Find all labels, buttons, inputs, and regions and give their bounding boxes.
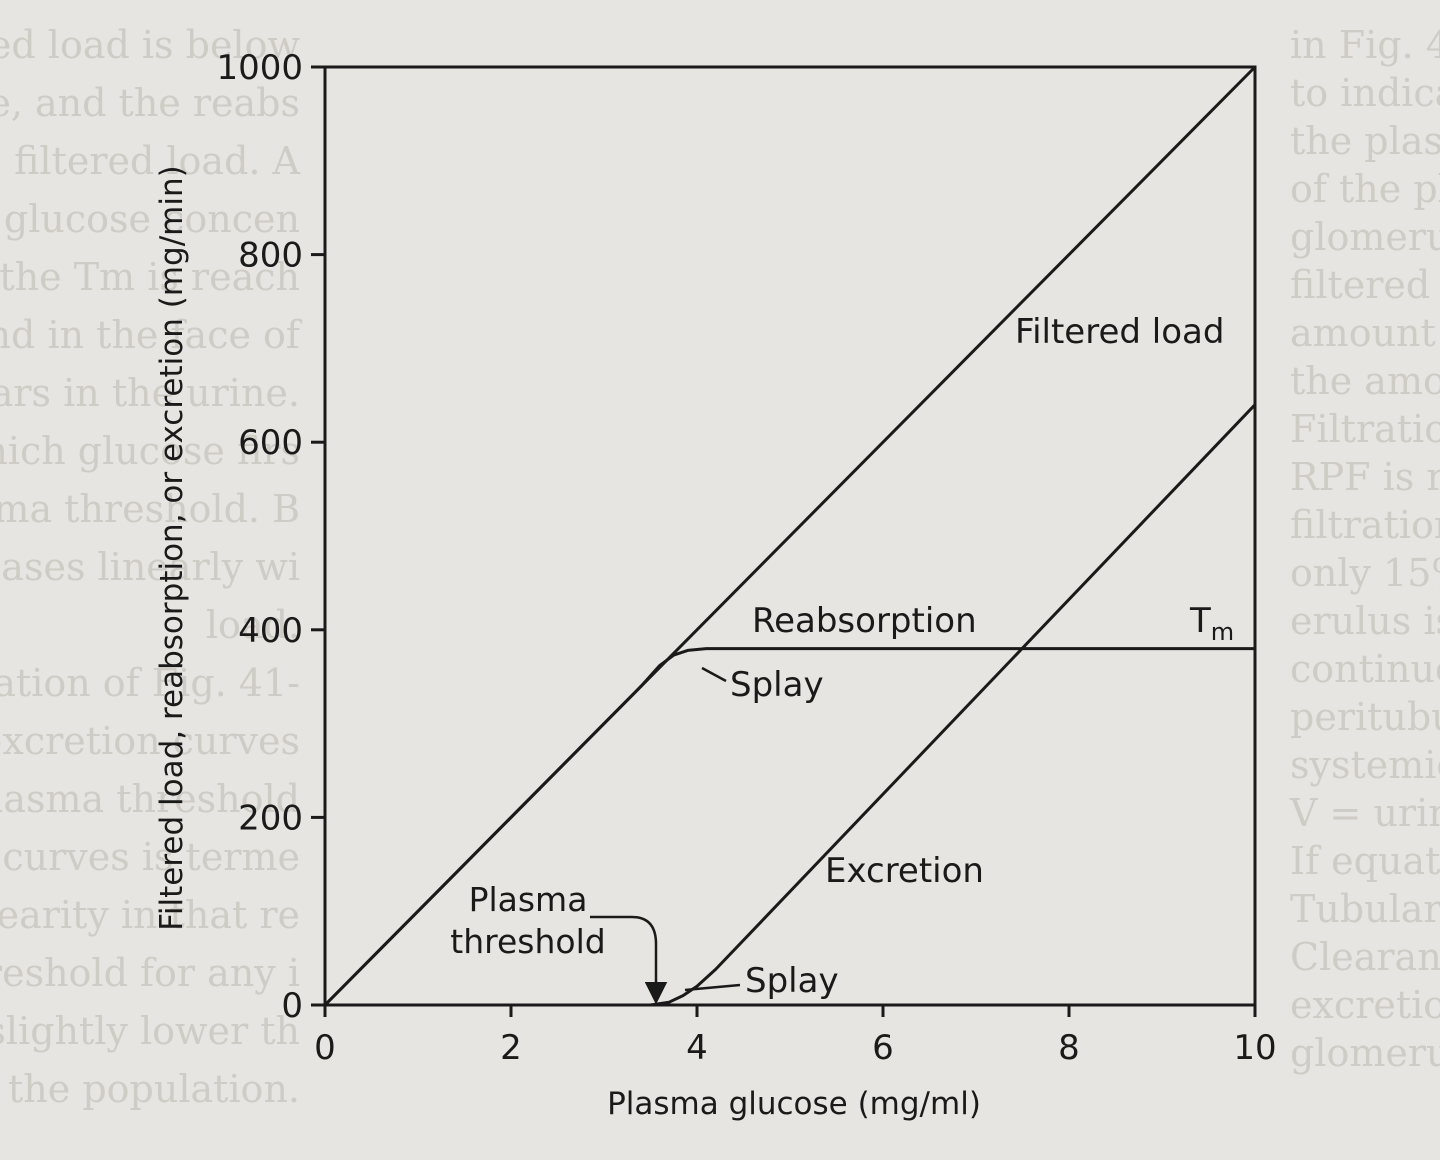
x-tick-label: 10 — [1233, 1028, 1276, 1068]
page-text-line: of the plasma entering the kidney and — [1290, 167, 1440, 211]
splay-label-lower: Splay — [745, 961, 839, 1001]
page-text-line: excretion is determined by the amount — [1290, 983, 1440, 1027]
tm-label: Tm — [1189, 601, 1234, 646]
plot-frame — [323, 65, 1257, 1007]
y-tick-label: 200 — [238, 798, 303, 838]
page-text-line: to indicate RPF reflecting the kidney in — [1290, 71, 1440, 115]
reabsorption-line — [323, 647, 1255, 1007]
page-text-line: the population. — [8, 1067, 300, 1111]
page-text-line: peritubular capillaries and finally is r… — [1290, 695, 1440, 739]
page-text-line: slightly higher or slightly lower th — [0, 1009, 300, 1053]
page-text-line: rate is constant and in the face of — [0, 313, 303, 357]
threshold-arrow — [590, 915, 668, 1005]
x-tick-label: 4 — [686, 1028, 708, 1068]
series-lines — [323, 65, 1257, 1007]
page-text-line: erulus is actually filtered. The remaind… — [1290, 599, 1440, 643]
y-tick-label: 800 — [238, 236, 303, 276]
y-tick-label: 600 — [238, 423, 303, 463]
splay-pointer-upper — [701, 666, 727, 683]
page-text-line: Tubular Reabsorption — [1290, 887, 1440, 931]
page-text-line: RPF is renal plasma flow. Under normal — [1290, 455, 1440, 499]
x-tick-label: 0 — [314, 1028, 336, 1068]
page-text-line: transition at the plasma threshold — [0, 777, 300, 821]
page-text-line: absorption and excretion curves — [0, 719, 300, 763]
x-axis: 0 2 4 6 8 10 — [314, 1005, 1277, 1068]
page-text-line: noted. The threshold for any i — [0, 951, 300, 995]
filtered-load-label: Filtered load — [1015, 312, 1224, 352]
page-text-line: filtration fraction averages 0.15 to 0.2… — [1290, 503, 1440, 547]
page-text-line: glomerulus, minus the amount reabs — [1290, 1031, 1440, 1075]
page-text-line: these low plasma glucose concen — [0, 197, 300, 241]
page-text-line: the plasma is filtered at the glomerulus… — [1290, 119, 1440, 163]
x-tick-label: 8 — [1058, 1028, 1080, 1068]
reabsorption-label: Reabsorption — [752, 601, 977, 641]
splay-pointer-lower — [684, 983, 741, 992]
splay-label-upper: Splay — [730, 665, 824, 705]
page-text-line: region of nonlinearity in that re — [0, 893, 300, 937]
page-text-line: the amount of plasma filtered at the — [1290, 359, 1440, 403]
x-tick-label: 2 — [500, 1028, 522, 1068]
x-tick-label: 6 — [872, 1028, 894, 1068]
page-text-line: glomerulus is filtered. The portion of — [1290, 215, 1440, 259]
page-text-line: load glucose appears in the urine. — [0, 371, 300, 415]
y-axis: 0 200 400 600 800 1000 — [216, 48, 325, 1026]
page-text-line: concentration at which glucose firs — [0, 429, 300, 473]
page-text-line: Clearance — [1290, 935, 1440, 979]
page-text-line: Careful examination of Fig. 41- — [0, 661, 300, 705]
page-text-line: is called the plasma threshold. B — [0, 487, 300, 531]
plasma-threshold-label-line2: threshold — [450, 922, 605, 961]
page-text-line: If equation 3 is solved for the GFR — [1290, 839, 1440, 883]
page-text-line: only 15% to 20% of the plasma that en — [1290, 551, 1440, 595]
plasma-threshold-label-line1: Plasma — [469, 880, 588, 919]
page-text-line: "rounding" of the curves is terme — [0, 835, 300, 879]
page-text-line: load. — [206, 603, 300, 647]
page-text-line: sorption is complete, and the reabs — [0, 81, 300, 125]
page-text-line: amount of plasma filtered at the glome — [1290, 311, 1440, 355]
page-text-line: excretion rate increases linearly wi — [0, 545, 300, 589]
y-tick-label: 1000 — [216, 48, 303, 88]
page-text-line: continues on through the glomerular cap — [1290, 647, 1440, 691]
page-text-line: filtered is termed the filtration fracti… — [1290, 263, 1440, 307]
y-tick-label: 0 — [281, 986, 303, 1026]
excretion-label: Excretion — [825, 851, 984, 891]
page-text-line: in Fig. 41-15) about the renal (or any — [1290, 23, 1440, 67]
page-text-line: linearly with the filtered load. A — [0, 139, 301, 183]
page-text-line: Filtration fraction = GFR / RPF — [1290, 407, 1440, 451]
page-text-line: rate is zero. When the Tm is reach — [0, 255, 300, 299]
x-axis-label: Plasma glucose (mg/ml) — [607, 1086, 981, 1122]
page-text-line: V = urine flow rate — [1289, 791, 1440, 835]
page-text-line: systemic circulation in the renal vein. — [1290, 743, 1440, 787]
excretion-line — [622, 403, 1257, 1007]
y-axis-label: Filtered load, reabsorption, or excretio… — [154, 165, 190, 930]
y-tick-label: 400 — [238, 611, 303, 651]
page-text-line: ment). If the filtered load is below — [0, 23, 300, 67]
